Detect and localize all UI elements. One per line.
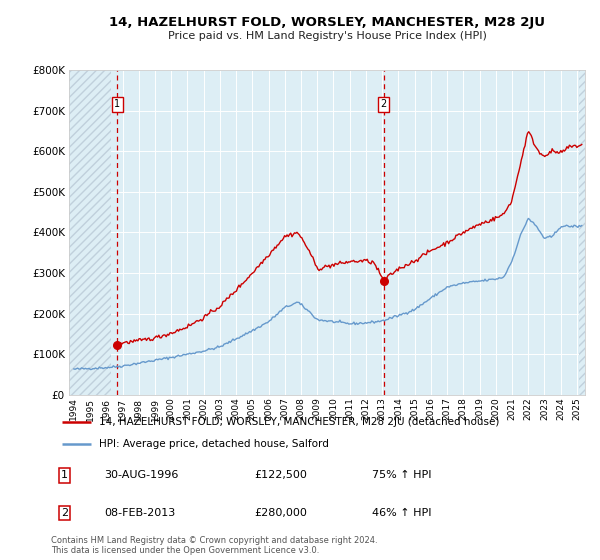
Text: 08-FEB-2013: 08-FEB-2013 bbox=[104, 508, 176, 518]
Text: 2: 2 bbox=[380, 99, 387, 109]
Text: £122,500: £122,500 bbox=[254, 470, 307, 480]
Text: 14, HAZELHURST FOLD, WORSLEY, MANCHESTER, M28 2JU (detached house): 14, HAZELHURST FOLD, WORSLEY, MANCHESTER… bbox=[99, 417, 500, 427]
Text: Price paid vs. HM Land Registry's House Price Index (HPI): Price paid vs. HM Land Registry's House … bbox=[167, 31, 487, 41]
Polygon shape bbox=[69, 70, 111, 395]
Text: Contains HM Land Registry data © Crown copyright and database right 2024.: Contains HM Land Registry data © Crown c… bbox=[51, 536, 377, 545]
Text: 75% ↑ HPI: 75% ↑ HPI bbox=[373, 470, 432, 480]
Polygon shape bbox=[578, 70, 585, 395]
Text: 14, HAZELHURST FOLD, WORSLEY, MANCHESTER, M28 2JU: 14, HAZELHURST FOLD, WORSLEY, MANCHESTER… bbox=[109, 16, 545, 29]
Text: 46% ↑ HPI: 46% ↑ HPI bbox=[373, 508, 432, 518]
Text: 2: 2 bbox=[61, 508, 68, 518]
Text: 1: 1 bbox=[61, 470, 68, 480]
Text: HPI: Average price, detached house, Salford: HPI: Average price, detached house, Salf… bbox=[99, 439, 329, 449]
Text: 1: 1 bbox=[114, 99, 120, 109]
Text: 30-AUG-1996: 30-AUG-1996 bbox=[104, 470, 179, 480]
Text: £280,000: £280,000 bbox=[254, 508, 307, 518]
Text: This data is licensed under the Open Government Licence v3.0.: This data is licensed under the Open Gov… bbox=[51, 545, 319, 555]
